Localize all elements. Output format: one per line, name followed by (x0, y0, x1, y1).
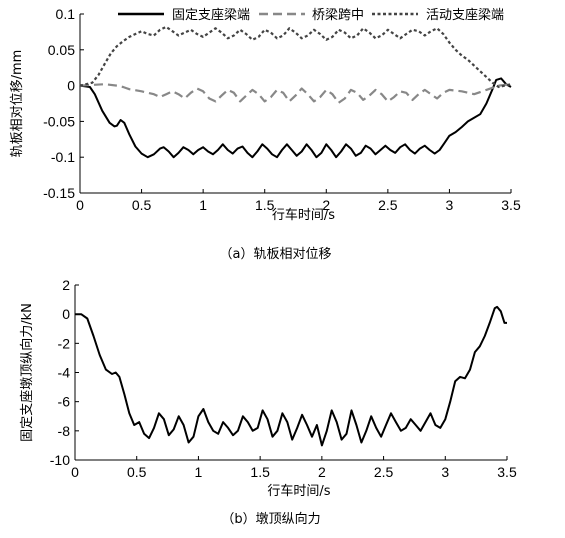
y-tick-label: 2 (62, 277, 70, 293)
x-tick-label: 3 (441, 464, 449, 480)
y-tick-label: -0.05 (43, 113, 75, 129)
x-tick-label: 1.5 (250, 464, 270, 480)
panel-b-y-ticks: 2 0 -2 -4 -6 -8 -10 (50, 277, 79, 468)
y-tick-label: 0.05 (48, 42, 75, 58)
x-tick-label: 1.5 (255, 197, 275, 213)
y-tick-label: -4 (58, 365, 71, 381)
panel-b-series-lines (75, 305, 507, 447)
panel-b-caption: （b）墩顶纵向力 (221, 511, 320, 527)
panel-a-caption: （a）轨板相对位移 (220, 247, 332, 262)
y-tick-label: -0.15 (43, 185, 75, 201)
x-tick-label: 3.5 (501, 197, 521, 213)
x-tick-label: 1 (195, 464, 203, 480)
x-tick-label: 3.5 (497, 464, 517, 480)
legend-label-1: 固定支座梁端 (172, 8, 250, 23)
panel-a-x-ticks: 0 0.5 1 1.5 2 2.5 3 3.5 (76, 189, 521, 213)
y-tick-label: 0 (67, 78, 75, 94)
series-line-2 (79, 83, 512, 104)
y-tick-label: -8 (58, 423, 71, 439)
y-tick-label: -2 (58, 335, 71, 351)
x-tick-label: 0 (76, 197, 84, 213)
series-line-1 (75, 305, 507, 447)
panel-b-force-chart: 0 0.5 1 1.5 2 2.5 3 3.5 2 0 -2 -4 -6 -8 -10 行车时间/s 固定… (19, 277, 517, 527)
series-line-1 (79, 77, 512, 159)
panel-b-x-axis-label: 行车时间/s (267, 483, 330, 499)
legend-label-3: 活动支座梁端 (426, 8, 504, 23)
x-tick-label: 0.5 (127, 464, 147, 480)
x-tick-label: 1 (199, 197, 207, 213)
y-tick-label: -10 (50, 452, 70, 468)
y-tick-label: 0.1 (56, 6, 76, 22)
panel-a-legend: 固定支座梁端 桥梁跨中 活动支座梁端 (118, 8, 504, 23)
x-tick-label: 2 (318, 464, 326, 480)
x-tick-label: 2.5 (374, 464, 394, 480)
panel-a-x-axis-label: 行车时间/s (272, 207, 335, 223)
y-tick-label: -6 (58, 394, 71, 410)
y-tick-label: 0 (62, 306, 70, 322)
panel-b-x-ticks: 0 0.5 1 1.5 2 2.5 3 3.5 (71, 456, 517, 480)
x-tick-label: 2 (322, 197, 330, 213)
panel-a-displacement-chart: 0 0.5 1 1.5 2 2.5 3 3.5 0.10.050-0.05-0.1-0.15 … (10, 6, 521, 262)
panel-a-y-ticks: 0.1 0.05 0 -0.05 -0.1 -0.15 (43, 6, 84, 201)
y-tick-label: -0.1 (51, 149, 75, 165)
x-tick-label: 2.5 (378, 197, 398, 213)
panel-b-y-axis-label: 固定支座墩顶纵向力/kN (19, 303, 35, 442)
panel-a-y-axis-label: 轨板相对位移/mm (10, 50, 25, 158)
x-tick-label: 3 (446, 197, 454, 213)
x-tick-label: 0.5 (132, 197, 152, 213)
legend-label-2: 桥梁跨中 (312, 8, 364, 23)
panel-a-series-lines (79, 25, 512, 159)
x-tick-label: 0 (71, 464, 79, 480)
series-line-3 (79, 25, 512, 89)
